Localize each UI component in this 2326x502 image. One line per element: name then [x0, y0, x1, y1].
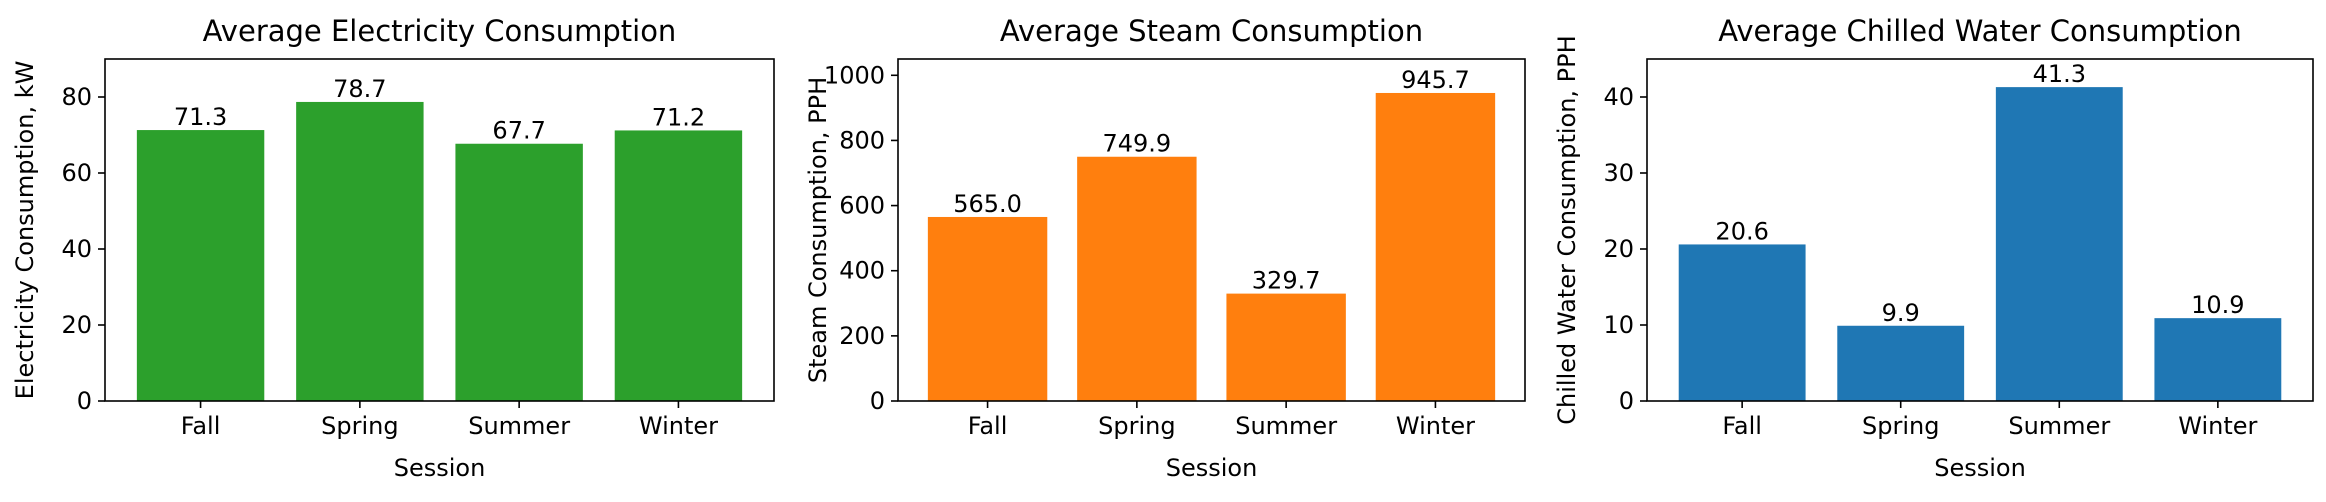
electricity-bar-fall	[136, 130, 265, 401]
steam-y-tick-label: 1000	[824, 61, 885, 89]
chilled-water-x-tick-label: Summer	[2008, 412, 2110, 440]
chilled-water-y-tick-label: 20	[1603, 235, 1634, 263]
chilled-water-x-tick-label: Fall	[1722, 412, 1762, 440]
steam-x-tick-label: Winter	[1396, 412, 1475, 440]
electricity-x-tick-label: Fall	[181, 412, 221, 440]
steam-bar-spring	[1077, 156, 1197, 401]
chilled-water-value-label: 9.9	[1882, 299, 1920, 327]
steam-y-tick-label: 0	[870, 387, 885, 415]
electricity-y-tick-label: 20	[61, 311, 92, 339]
chilled-water-bar-spring	[1837, 325, 1965, 401]
chilled-water-bar-summer	[1995, 87, 2123, 402]
chilled-water-y-tick-label: 40	[1603, 83, 1634, 111]
steam-y-axis-label: Steam Consumption, PPH	[804, 77, 832, 383]
electricity-value-label: 71.2	[652, 103, 705, 131]
electricity-y-tick-label: 60	[61, 159, 92, 187]
steam-chart: 565.0 749.9 329.7 945.7 Fall Spring Summer Wint…	[804, 14, 1526, 482]
steam-value-label: 749.9	[1102, 130, 1171, 158]
steam-axes-frame	[897, 58, 1526, 402]
electricity-chart: 71.3 78.7 67.7 71.2 Fall Spring Summer Winter 0 2…	[11, 14, 775, 482]
chilled-water-chart: 20.6 9.9 41.3 10.9 Fall Spring Summer Winter 0 10…	[1553, 14, 2314, 482]
chilled-water-value-label: 10.9	[2191, 291, 2244, 319]
electricity-y-tick-label: 80	[61, 83, 92, 111]
electricity-x-tick-label: Summer	[468, 412, 570, 440]
electricity-x-axis-label: Session	[394, 454, 486, 482]
steam-bar-fall	[927, 216, 1048, 401]
steam-value-label: 565.0	[953, 190, 1022, 218]
steam-y-tick-label: 600	[839, 192, 885, 220]
electricity-value-label: 67.7	[492, 117, 545, 145]
electricity-chart-title: Average Electricity Consumption	[203, 14, 677, 48]
steam-y-tick-label: 800	[839, 126, 885, 154]
steam-value-label: 329.7	[1252, 267, 1321, 295]
electricity-bar-summer	[455, 143, 583, 402]
chilled-water-y-tick-label: 30	[1603, 159, 1634, 187]
electricity-y-axis-label: Electricity Consumption, kW	[11, 61, 39, 400]
steam-x-tick-label: Fall	[968, 412, 1008, 440]
chilled-water-value-label: 41.3	[2033, 60, 2086, 88]
steam-bar-winter	[1375, 92, 1496, 402]
steam-chart-title: Average Steam Consumption	[1000, 14, 1423, 48]
steam-x-tick-label: Spring	[1098, 412, 1175, 440]
electricity-axes-frame	[104, 58, 775, 402]
electricity-bar-winter	[614, 130, 743, 401]
electricity-y-tick-label: 0	[77, 387, 92, 415]
chilled-water-value-label: 20.6	[1715, 217, 1768, 245]
electricity-bar-spring	[296, 101, 424, 401]
chilled-water-x-axis-label: Session	[1934, 454, 2026, 482]
chilled-water-y-axis-label: Chilled Water Consumption, PPH	[1553, 35, 1581, 424]
chilled-water-bar-winter	[2154, 318, 2282, 401]
chilled-water-axes-frame	[1646, 58, 2314, 402]
chilled-water-bar-fall	[1678, 244, 1806, 401]
electricity-x-tick-label: Spring	[321, 412, 398, 440]
electricity-x-tick-label: Winter	[639, 412, 718, 440]
steam-y-tick-label: 400	[839, 257, 885, 285]
electricity-value-label: 78.7	[333, 75, 386, 103]
electricity-value-label: 71.3	[174, 103, 227, 131]
steam-x-tick-label: Summer	[1235, 412, 1337, 440]
steam-x-axis-label: Session	[1166, 454, 1258, 482]
chilled-water-x-tick-label: Winter	[2178, 412, 2257, 440]
electricity-y-tick-label: 40	[61, 235, 92, 263]
steam-bar-summer	[1226, 293, 1346, 401]
steam-y-tick-label: 200	[839, 322, 885, 350]
chilled-water-x-tick-label: Spring	[1862, 412, 1939, 440]
steam-value-label: 945.7	[1401, 66, 1470, 94]
chilled-water-y-tick-label: 10	[1603, 311, 1634, 339]
chilled-water-chart-title: Average Chilled Water Consumption	[1718, 14, 2242, 48]
chilled-water-y-tick-label: 0	[1619, 387, 1634, 415]
